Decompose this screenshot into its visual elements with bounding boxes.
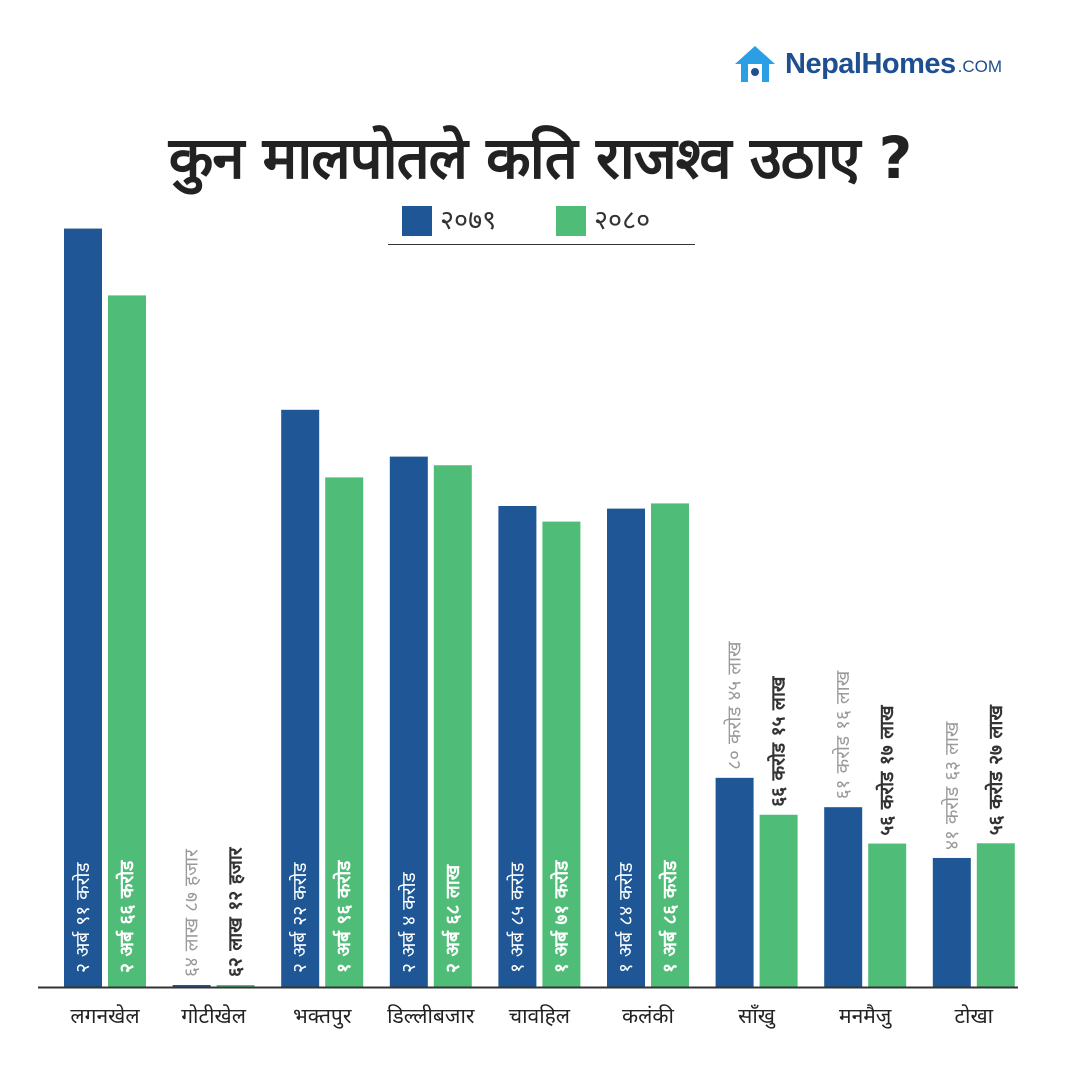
- x-tick-label-3: डिल्लीबजार: [387, 1004, 475, 1028]
- bar-2079-7: [824, 807, 863, 987]
- home-icon: [735, 46, 775, 82]
- data-label-2080-8: ५६ करोड २७ लाख: [984, 704, 1007, 836]
- legend-item-2080: २०८०: [556, 206, 650, 236]
- bar-2080-7: [868, 843, 907, 987]
- data-label-2079-5: १ अर्ब ८४ करोड: [614, 862, 637, 973]
- bar-2079-0: [64, 228, 102, 987]
- data-label-2079-2: २ अर्ब २२ करोड: [288, 862, 311, 973]
- bar-2079-2: [281, 409, 320, 987]
- bar-2080-1: [216, 985, 255, 987]
- bar-2080-8: [976, 843, 1015, 987]
- bar-2079-8: [932, 857, 971, 987]
- legend-item-2079: २०७९: [402, 206, 496, 236]
- bar-2079-6: [715, 777, 754, 987]
- data-label-2080-7: ५६ करोड १७ लाख: [875, 704, 898, 836]
- bar-2079-1: [172, 985, 211, 987]
- bar-2080-4: [542, 521, 581, 987]
- data-label-2079-3: २ अर्ब ४ करोड: [397, 871, 420, 973]
- legend-label-2079: २०७९: [440, 205, 497, 236]
- chart-title: कुन मालपोतले कति राजश्व उठाए ?: [168, 124, 913, 192]
- data-label-2080-3: २ अर्ब ६८ लाख: [441, 863, 464, 973]
- data-label-2080-2: १ अर्ब ९६ करोड: [332, 860, 355, 973]
- bar-2080-5: [651, 503, 689, 987]
- data-label-2080-4: १ अर्ब ७१ करोड: [549, 860, 572, 973]
- bar-2080-2: [325, 477, 364, 987]
- x-tick-label-2: भक्तपुर: [293, 1004, 352, 1029]
- legend-swatch-2080: [556, 206, 586, 236]
- x-tick-label-0: लगनखेल: [70, 1004, 140, 1028]
- x-tick-label-1: गोटीखेल: [181, 1004, 246, 1028]
- bar-2079-4: [498, 506, 537, 987]
- logo-domain: .COM: [957, 57, 1003, 76]
- data-label-2079-0: २ अर्ब ९१ करोड: [71, 862, 94, 973]
- logo-name: NepalHomes: [785, 47, 956, 80]
- bar-2079-3: [389, 456, 428, 988]
- chart-legend: २०७९ २०८०: [388, 202, 695, 245]
- x-tick-label-5: कलंकी: [622, 1004, 674, 1028]
- bar-2080-0: [108, 295, 146, 987]
- x-tick-label-8: टोखा: [954, 1004, 993, 1028]
- data-label-2079-1: ६४ लाख ८७ हजार: [181, 848, 203, 977]
- data-label-2080-1: ६२ लाख १२ हजार: [225, 846, 247, 977]
- data-label-2079-8: ४१ करोड ६३ लाख: [940, 721, 963, 850]
- data-label-2079-6: ८० करोड ४५ लाख: [723, 641, 746, 770]
- bar-2080-6: [759, 814, 798, 987]
- legend-swatch-2079: [402, 206, 432, 236]
- data-label-2080-0: २ अर्ब ६६ करोड: [115, 860, 138, 973]
- data-label-2080-5: १ अर्ब ८६ करोड: [658, 860, 681, 973]
- x-tick-label-7: मनमैजु: [839, 1004, 892, 1029]
- legend-label-2080: २०८०: [594, 205, 651, 236]
- x-tick-label-4: चावहिल: [509, 1004, 571, 1028]
- data-label-2079-7: ६१ करोड १६ लाख: [831, 670, 854, 799]
- brand-logo: NepalHomes .COM: [733, 40, 1002, 88]
- bar-2079-5: [607, 508, 645, 987]
- data-label-2080-6: ६६ करोड १५ लाख: [767, 675, 790, 807]
- bar-2080-3: [433, 465, 472, 987]
- x-tick-label-6: साँखु: [738, 1004, 776, 1029]
- data-label-2079-4: १ अर्ब ८५ करोड: [505, 862, 528, 973]
